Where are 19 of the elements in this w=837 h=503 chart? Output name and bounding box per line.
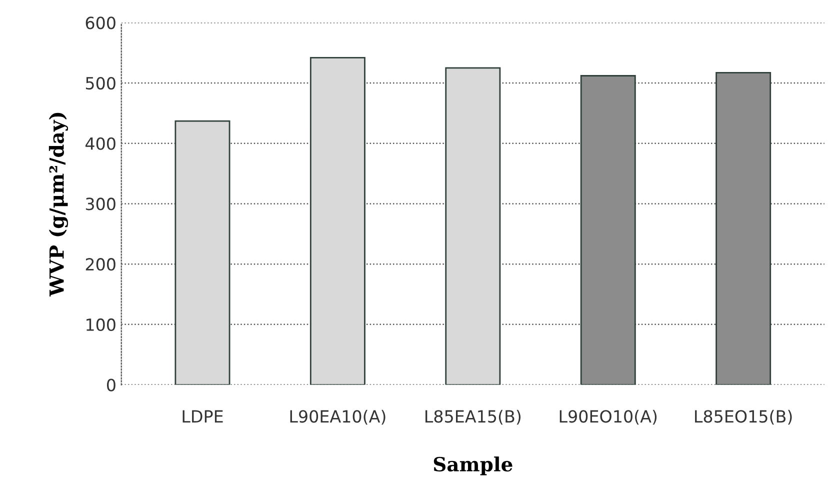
x-tick-label: L90EO10(A) <box>560 410 657 425</box>
y-axis-title: WVP (g/μm²/day) <box>48 112 68 297</box>
y-tick-label: 500 <box>86 76 116 90</box>
x-tick-label: L85EA15(B) <box>426 410 521 425</box>
bar <box>716 72 772 385</box>
y-tick-label: 300 <box>86 198 116 210</box>
y-tick-label: 100 <box>86 318 116 332</box>
bar <box>310 56 366 385</box>
y-tick-label: 600 <box>86 16 116 30</box>
bar <box>445 67 501 385</box>
x-tick-label: L85EO15(B) <box>695 410 792 425</box>
x-axis-title: Sample <box>434 456 512 476</box>
bar <box>174 120 230 385</box>
y-tick-label: 0 <box>107 378 116 392</box>
y-tick-label: 200 <box>86 258 116 271</box>
bar <box>580 75 636 385</box>
x-tick-label: L90EA10(A) <box>290 410 386 425</box>
x-tick-label: LDPE <box>182 410 223 422</box>
y-tick-label: 400 <box>86 137 116 150</box>
